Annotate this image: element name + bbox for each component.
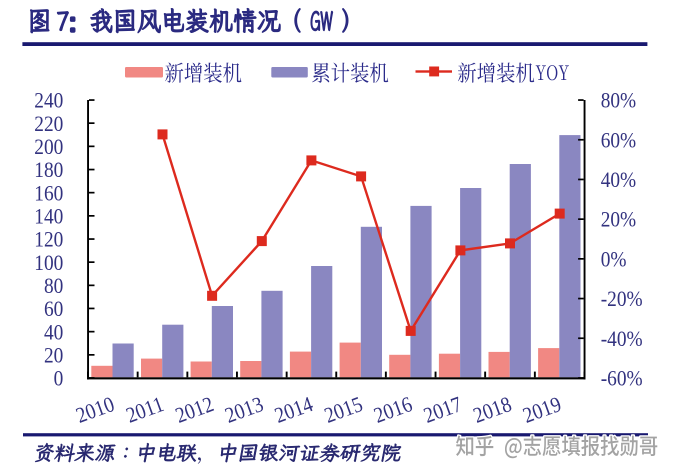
svg-text:200: 200 — [34, 136, 63, 159]
svg-text:60%: 60% — [601, 129, 636, 152]
svg-text:20%: 20% — [601, 209, 636, 232]
svg-text:40%: 40% — [601, 169, 636, 192]
svg-text:20: 20 — [44, 344, 63, 367]
svg-text:-60%: -60% — [601, 368, 643, 391]
svg-text:0%: 0% — [601, 248, 627, 271]
svg-text:-20%: -20% — [601, 288, 643, 311]
svg-text:220: 220 — [34, 113, 63, 136]
svg-text:120: 120 — [34, 229, 63, 252]
svg-text:60: 60 — [44, 298, 63, 321]
svg-text:0: 0 — [54, 368, 64, 391]
svg-text:100: 100 — [34, 252, 63, 275]
svg-text:160: 160 — [34, 182, 63, 205]
svg-text:-40%: -40% — [601, 328, 643, 351]
svg-text:80: 80 — [44, 275, 63, 298]
svg-text:180: 180 — [34, 159, 63, 182]
svg-text:240: 240 — [34, 90, 63, 113]
svg-text:140: 140 — [34, 205, 63, 228]
svg-text:80%: 80% — [601, 90, 636, 113]
svg-text:40: 40 — [44, 321, 63, 344]
